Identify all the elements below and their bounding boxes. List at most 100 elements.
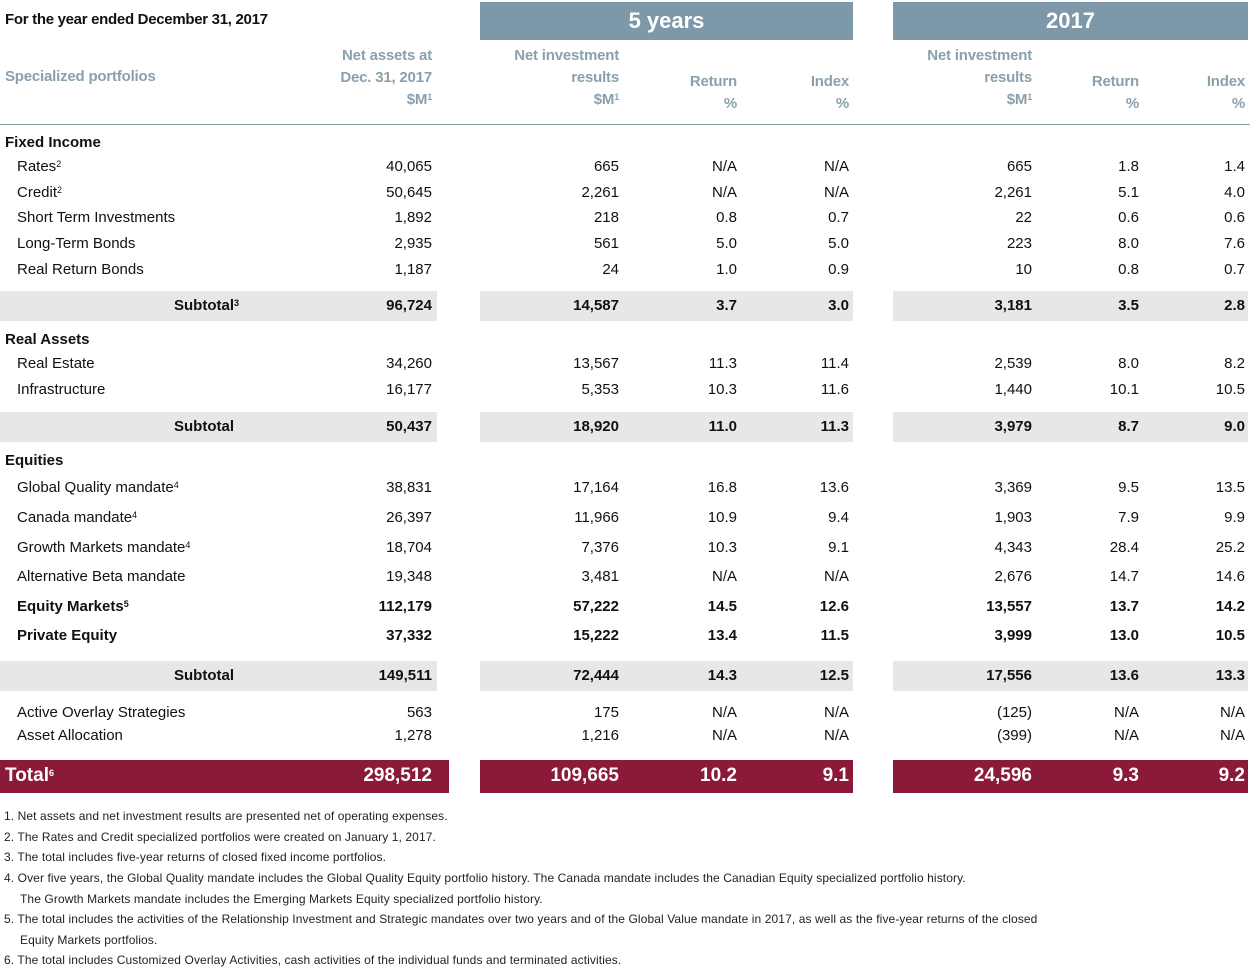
row-label-text: Short Term Investments — [17, 209, 176, 226]
subtotal-background — [0, 412, 437, 442]
cell-value: 25.2 — [1215, 539, 1245, 556]
cell-value: 9.2 — [1218, 765, 1245, 786]
footnote-ref: 5 — [123, 599, 129, 609]
cell-value: 72,444 — [573, 667, 619, 684]
row-label-text: Canada mandate — [17, 509, 133, 526]
row-label: Real Return Bonds — [17, 258, 144, 282]
cell-value: 17,556 — [986, 667, 1032, 684]
header-five-index: Index% — [810, 73, 849, 112]
table-row: Real Estate 34,260 13,567 11.3 11.4 2,539 8.0 8… — [0, 352, 1250, 376]
row-label-text: Rates — [17, 158, 57, 175]
subtotal-background — [480, 661, 853, 691]
cell-value: 19,348 — [386, 568, 432, 585]
footnote-ref: 2 — [56, 159, 62, 169]
table-row: Long-Term Bonds 2,935 561 5.0 5.0 223 8.0 7.6 — [0, 232, 1250, 256]
cell-value: 37,332 — [386, 627, 432, 644]
cell-value: 11.4 — [820, 355, 849, 372]
five-years-band: 5 years — [480, 2, 853, 40]
row-label-text: Asset Allocation — [17, 727, 123, 744]
table-row: Growth Markets mandate4 18,704 7,376 10.3 9.… — [0, 536, 1250, 560]
row-label: Equities — [5, 449, 63, 473]
row-label-text: Real Assets — [5, 331, 90, 348]
cell-value: 5.0 — [716, 235, 737, 252]
cell-value: 8.0 — [1118, 235, 1139, 252]
table-title: For the year ended December 31, 2017 — [5, 11, 268, 28]
footnote: 1. Net assets and net investment results… — [4, 809, 448, 823]
cell-value: 298,512 — [363, 765, 432, 786]
row-label-text: Private Equity — [17, 627, 118, 644]
cell-value: 9.4 — [828, 509, 849, 526]
cell-value: 13.7 — [1109, 598, 1139, 615]
cell-value: 3.5 — [1118, 297, 1139, 314]
cell-value: 24 — [602, 261, 619, 278]
cell-value: 9.0 — [1224, 418, 1245, 435]
cell-value: 10.1 — [1109, 381, 1139, 398]
subtotal-background — [480, 291, 853, 321]
cell-value: N/A — [823, 704, 849, 721]
footnote: 3. The total includes five-year returns … — [4, 850, 387, 864]
footnote-ref: 4 — [185, 540, 191, 550]
year-2017-band: 2017 — [893, 2, 1248, 40]
row-label: Asset Allocation — [17, 724, 123, 748]
section-header: Real Assets — [0, 328, 1250, 352]
row-label-text: Real Estate — [17, 355, 95, 372]
cell-value: N/A — [1113, 704, 1139, 721]
row-label-text: Active Overlay Strategies — [17, 704, 186, 721]
table-row: Infrastructure 16,177 5,353 10.3 11.6 1,440 10… — [0, 378, 1250, 402]
cell-value: 563 — [406, 704, 432, 721]
cell-value: 2,261 — [581, 184, 619, 201]
cell-value: 11.0 — [708, 418, 737, 435]
total-background — [893, 759, 1248, 793]
cell-value: 11.6 — [820, 381, 849, 398]
cell-value: 218 — [593, 209, 619, 226]
row-label: Active Overlay Strategies — [17, 701, 185, 725]
cell-value: 10.5 — [1215, 627, 1245, 644]
cell-value: 38,831 — [386, 479, 432, 496]
cell-value: 1,440 — [994, 381, 1032, 398]
cell-value: 9.9 — [1224, 509, 1245, 526]
row-label-text: Fixed Income — [5, 134, 101, 151]
header-divider — [0, 124, 1250, 125]
cell-value: 5.0 — [828, 235, 849, 252]
cell-value: 0.6 — [1118, 209, 1139, 226]
subtotal-background — [0, 661, 437, 691]
row-label: Subtotal — [174, 415, 234, 439]
header-portfolios: Specialized portfolios — [5, 68, 156, 85]
row-label-text: Equity Markets — [17, 598, 124, 615]
row-label: Total6 — [5, 764, 54, 788]
cell-value: N/A — [711, 568, 737, 585]
row-label: Long-Term Bonds — [17, 232, 135, 256]
cell-value: N/A — [823, 158, 849, 175]
table-row: Rates2 40,065 665 N/A N/A 665 1.8 1.4 — [0, 155, 1250, 179]
footnote-ref: 3 — [234, 298, 240, 308]
table-row: Active Overlay Strategies 563 175 N/A N/A (12… — [0, 701, 1250, 725]
table-row: Asset Allocation 1,278 1,216 N/A N/A (399) N/A… — [0, 724, 1250, 748]
row-label-text: Subtotal — [174, 667, 234, 684]
row-label: Infrastructure — [17, 378, 105, 402]
cell-value: 8.2 — [1224, 355, 1245, 372]
cell-value: 149,511 — [378, 667, 432, 684]
total-background — [0, 759, 449, 793]
cell-value: 3,181 — [994, 297, 1032, 314]
cell-value: 10.5 — [1215, 381, 1245, 398]
cell-value: 28.4 — [1109, 539, 1139, 556]
cell-value: 16,177 — [386, 381, 432, 398]
cell-value: 1.8 — [1118, 158, 1139, 175]
row-label: Real Assets — [5, 328, 90, 352]
cell-value: 561 — [593, 235, 619, 252]
row-label-text: Equities — [5, 452, 64, 469]
row-label-text: Subtotal — [174, 418, 234, 435]
cell-value: 14.6 — [1215, 568, 1245, 585]
cell-value: 13,557 — [986, 598, 1032, 615]
footnote-ref: 2 — [57, 185, 63, 195]
cell-value: 11.3 — [820, 418, 849, 435]
cell-value: 1,892 — [394, 209, 432, 226]
row-label: Global Quality mandate4 — [17, 476, 179, 500]
footnote-ref: 4 — [132, 510, 138, 520]
section-header: Fixed Income — [0, 131, 1250, 155]
row-label: Growth Markets mandate4 — [17, 536, 190, 560]
cell-value: 14.3 — [707, 667, 737, 684]
cell-value: 13.5 — [1215, 479, 1245, 496]
cell-value: 1,216 — [581, 727, 619, 744]
row-label: Fixed Income — [5, 131, 101, 155]
